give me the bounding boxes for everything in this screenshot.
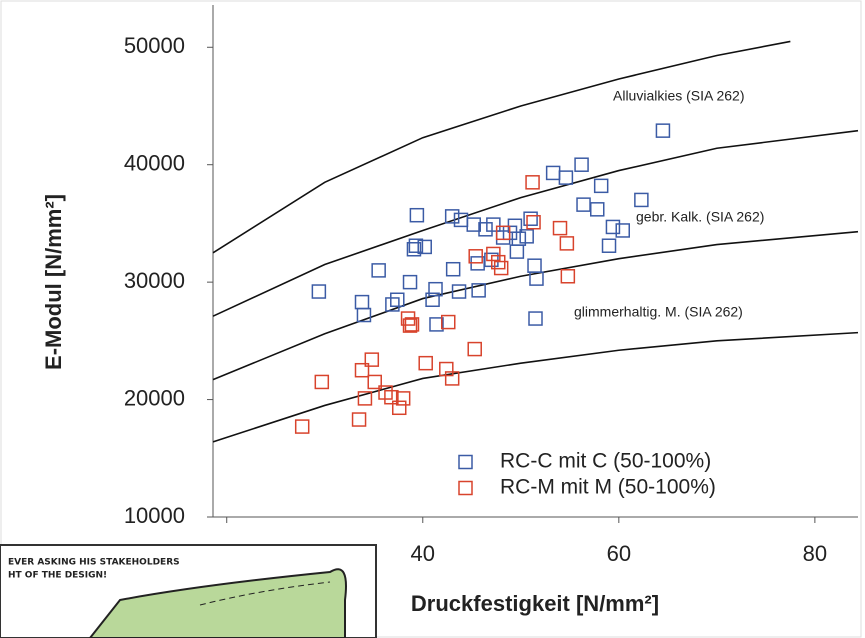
y-tick-label: 10000 <box>124 503 185 528</box>
x-axis-label: Druckfestigkeit [N/mm²] <box>411 591 659 616</box>
x-tick-label: 60 <box>607 541 631 566</box>
x-tick-label: 40 <box>411 541 435 566</box>
y-tick-label: 20000 <box>124 385 185 410</box>
curve-label: glimmerhaltig. M. (SIA 262) <box>574 304 743 320</box>
legend-label: RC-M mit M (50-100%) <box>500 476 716 499</box>
chart: 100002000030000400005000020406080Alluvia… <box>0 0 865 638</box>
comic-text: HT OF THE DESIGN! <box>8 571 107 581</box>
curve-label: Alluvialkies (SIA 262) <box>613 88 745 104</box>
comic-overlay: EVER ASKING HIS STAKEHOLDERS HT OF THE D… <box>0 545 376 638</box>
y-tick-label: 40000 <box>124 151 185 176</box>
curve-label: gebr. Kalk. (SIA 262) <box>636 209 764 225</box>
x-tick-label: 80 <box>803 541 827 566</box>
legend-label: RC-C mit C (50-100%) <box>500 450 711 473</box>
y-tick-label: 30000 <box>124 268 185 293</box>
y-axis-label: E-Modul [N/mm²] <box>41 194 66 370</box>
comic-text: EVER ASKING HIS STAKEHOLDERS <box>8 558 180 568</box>
y-tick-label: 50000 <box>124 33 185 58</box>
